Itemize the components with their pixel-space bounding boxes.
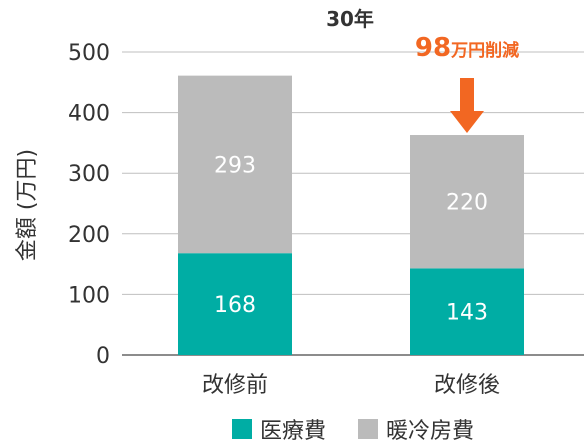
chart-title: 30年 xyxy=(326,7,374,31)
value-labels: 168 293 143 220 xyxy=(214,153,488,325)
y-axis-label-group: 金額 (万円) xyxy=(15,149,40,261)
y-tick-label: 400 xyxy=(68,102,110,127)
savings-annotation-text: 98万円削減 xyxy=(415,33,519,63)
bar-value-label: 220 xyxy=(446,191,488,216)
y-tick-label: 300 xyxy=(68,162,110,187)
bar-segment xyxy=(178,75,292,254)
legend-swatch xyxy=(358,419,378,439)
bar-value-label: 168 xyxy=(214,293,256,318)
bar-value-label: 293 xyxy=(214,153,256,178)
bar-segment xyxy=(178,253,292,355)
legend-label: 暖冷房費 xyxy=(386,419,474,444)
savings-value: 98 xyxy=(415,33,451,63)
y-tick-label: 100 xyxy=(68,283,110,308)
down-arrow-icon xyxy=(450,78,484,134)
bar-value-label: 143 xyxy=(446,301,488,326)
legend-label: 医療費 xyxy=(260,419,326,444)
savings-annotation: 98万円削減 xyxy=(415,33,519,134)
y-tick-label: 0 xyxy=(96,344,110,369)
y-axis-ticks: 0 100 200 300 400 500 xyxy=(68,41,110,369)
y-axis-label: 金額 (万円) xyxy=(15,149,40,261)
bar-segment xyxy=(410,268,524,355)
bars xyxy=(178,75,524,355)
bar-segment xyxy=(410,135,524,269)
y-tick-label: 500 xyxy=(68,41,110,66)
y-tick-label: 200 xyxy=(68,223,110,248)
legend-swatch xyxy=(232,419,252,439)
x-category-label: 改修後 xyxy=(434,373,500,398)
savings-unit: 万円削減 xyxy=(450,40,519,61)
x-category-label: 改修前 xyxy=(202,373,268,398)
legend: 医療費 暖冷房費 xyxy=(232,419,474,444)
x-axis-categories: 改修前 改修後 xyxy=(202,373,500,398)
